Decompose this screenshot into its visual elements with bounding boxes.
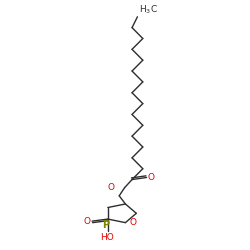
Text: P: P <box>102 220 110 230</box>
Text: O: O <box>130 218 136 227</box>
Text: H$_3$C: H$_3$C <box>139 3 158 16</box>
Text: O: O <box>107 183 114 192</box>
Text: O: O <box>84 217 90 226</box>
Text: HO: HO <box>100 232 114 241</box>
Text: O: O <box>148 173 155 182</box>
